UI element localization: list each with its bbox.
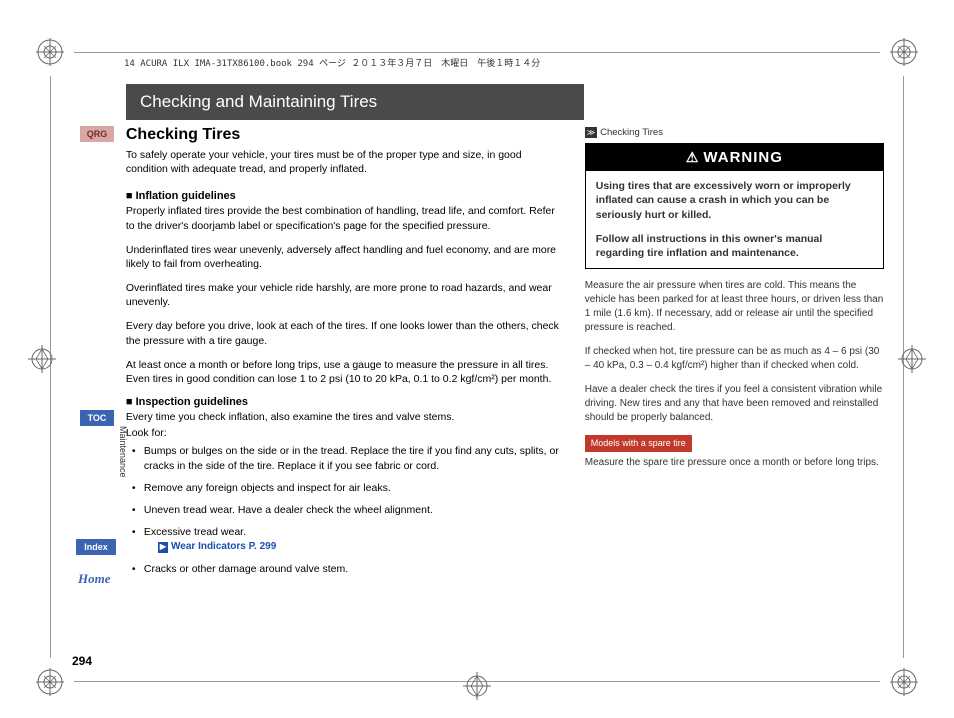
page-title: Checking Tires [126,126,565,144]
warning-header: WARNING [586,144,883,171]
crop-line [74,52,880,53]
registration-mark-icon [36,38,64,66]
nav-sidebar: QRG TOC Maintenance Index Home [70,126,126,584]
list-item: Uneven tread wear. Have a dealer check t… [136,503,565,517]
inspection-heading: Inspection guidelines [126,396,565,408]
side-reference: ≫Checking Tires [585,126,884,139]
registration-mark-icon [28,345,56,373]
body-text: Every day before you drive, look at each… [126,319,565,347]
intro-text: To safely operate your vehicle, your tir… [126,148,565,176]
registration-mark-icon [898,345,926,373]
inflation-heading: Inflation guidelines [126,190,565,202]
ref-text: Checking Tires [600,127,663,138]
warning-text: Follow all instructions in this owner's … [596,232,873,260]
registration-mark-icon [890,668,918,696]
list-item: Cracks or other damage around valve stem… [136,562,565,576]
list-text: Excessive tread wear. [144,526,246,538]
inspection-list: Bumps or bulges on the side or in the tr… [126,444,565,576]
print-header: 14 ACURA ILX IMA-31TX86100.book 294 ページ … [124,56,540,69]
section-label-vertical: Maintenance [118,426,128,478]
link-arrow-icon: ▶ [158,542,168,553]
body-text: At least once a month or before long tri… [126,358,565,386]
registration-mark-icon [463,672,491,700]
list-item: Bumps or bulges on the side or in the tr… [136,444,565,472]
registration-mark-icon [890,38,918,66]
side-note: If checked when hot, tire pressure can b… [585,345,884,373]
list-item: Excessive tread wear. ▶Wear Indicators P… [136,525,565,554]
side-note: Measure the spare tire pressure once a m… [585,456,884,470]
body-text: Underinflated tires wear unevenly, adver… [126,243,565,271]
main-column: Checking Tires To safely operate your ve… [126,126,585,584]
body-text: Every time you check inflation, also exa… [126,410,565,424]
section-header: Checking and Maintaining Tires [126,84,584,120]
nav-toc-button[interactable]: TOC [80,410,114,426]
side-column: ≫Checking Tires WARNING Using tires that… [585,126,884,584]
nav-qrg-button[interactable]: QRG [80,126,114,142]
body-text: Properly inflated tires provide the best… [126,204,565,232]
side-note: Measure the air pressure when tires are … [585,279,884,335]
nav-home-button[interactable]: Home [78,571,111,587]
side-note: Have a dealer check the tires if you fee… [585,383,884,425]
warning-text: Using tires that are excessively worn or… [596,179,873,222]
warning-box: WARNING Using tires that are excessively… [585,143,884,269]
page-number: 294 [72,654,92,668]
body-text: Overinflated tires make your vehicle rid… [126,281,565,309]
ref-icon: ≫ [585,127,597,138]
link-text: Wear Indicators P. 299 [171,541,276,552]
model-tag: Models with a spare tire [585,435,692,452]
warning-body: Using tires that are excessively worn or… [586,171,883,268]
registration-mark-icon [36,668,64,696]
body-text: Look for: [126,426,565,440]
wear-indicators-link[interactable]: ▶Wear Indicators P. 299 [158,541,276,552]
list-item: Remove any foreign objects and inspect f… [136,481,565,495]
nav-index-button[interactable]: Index [76,539,116,555]
